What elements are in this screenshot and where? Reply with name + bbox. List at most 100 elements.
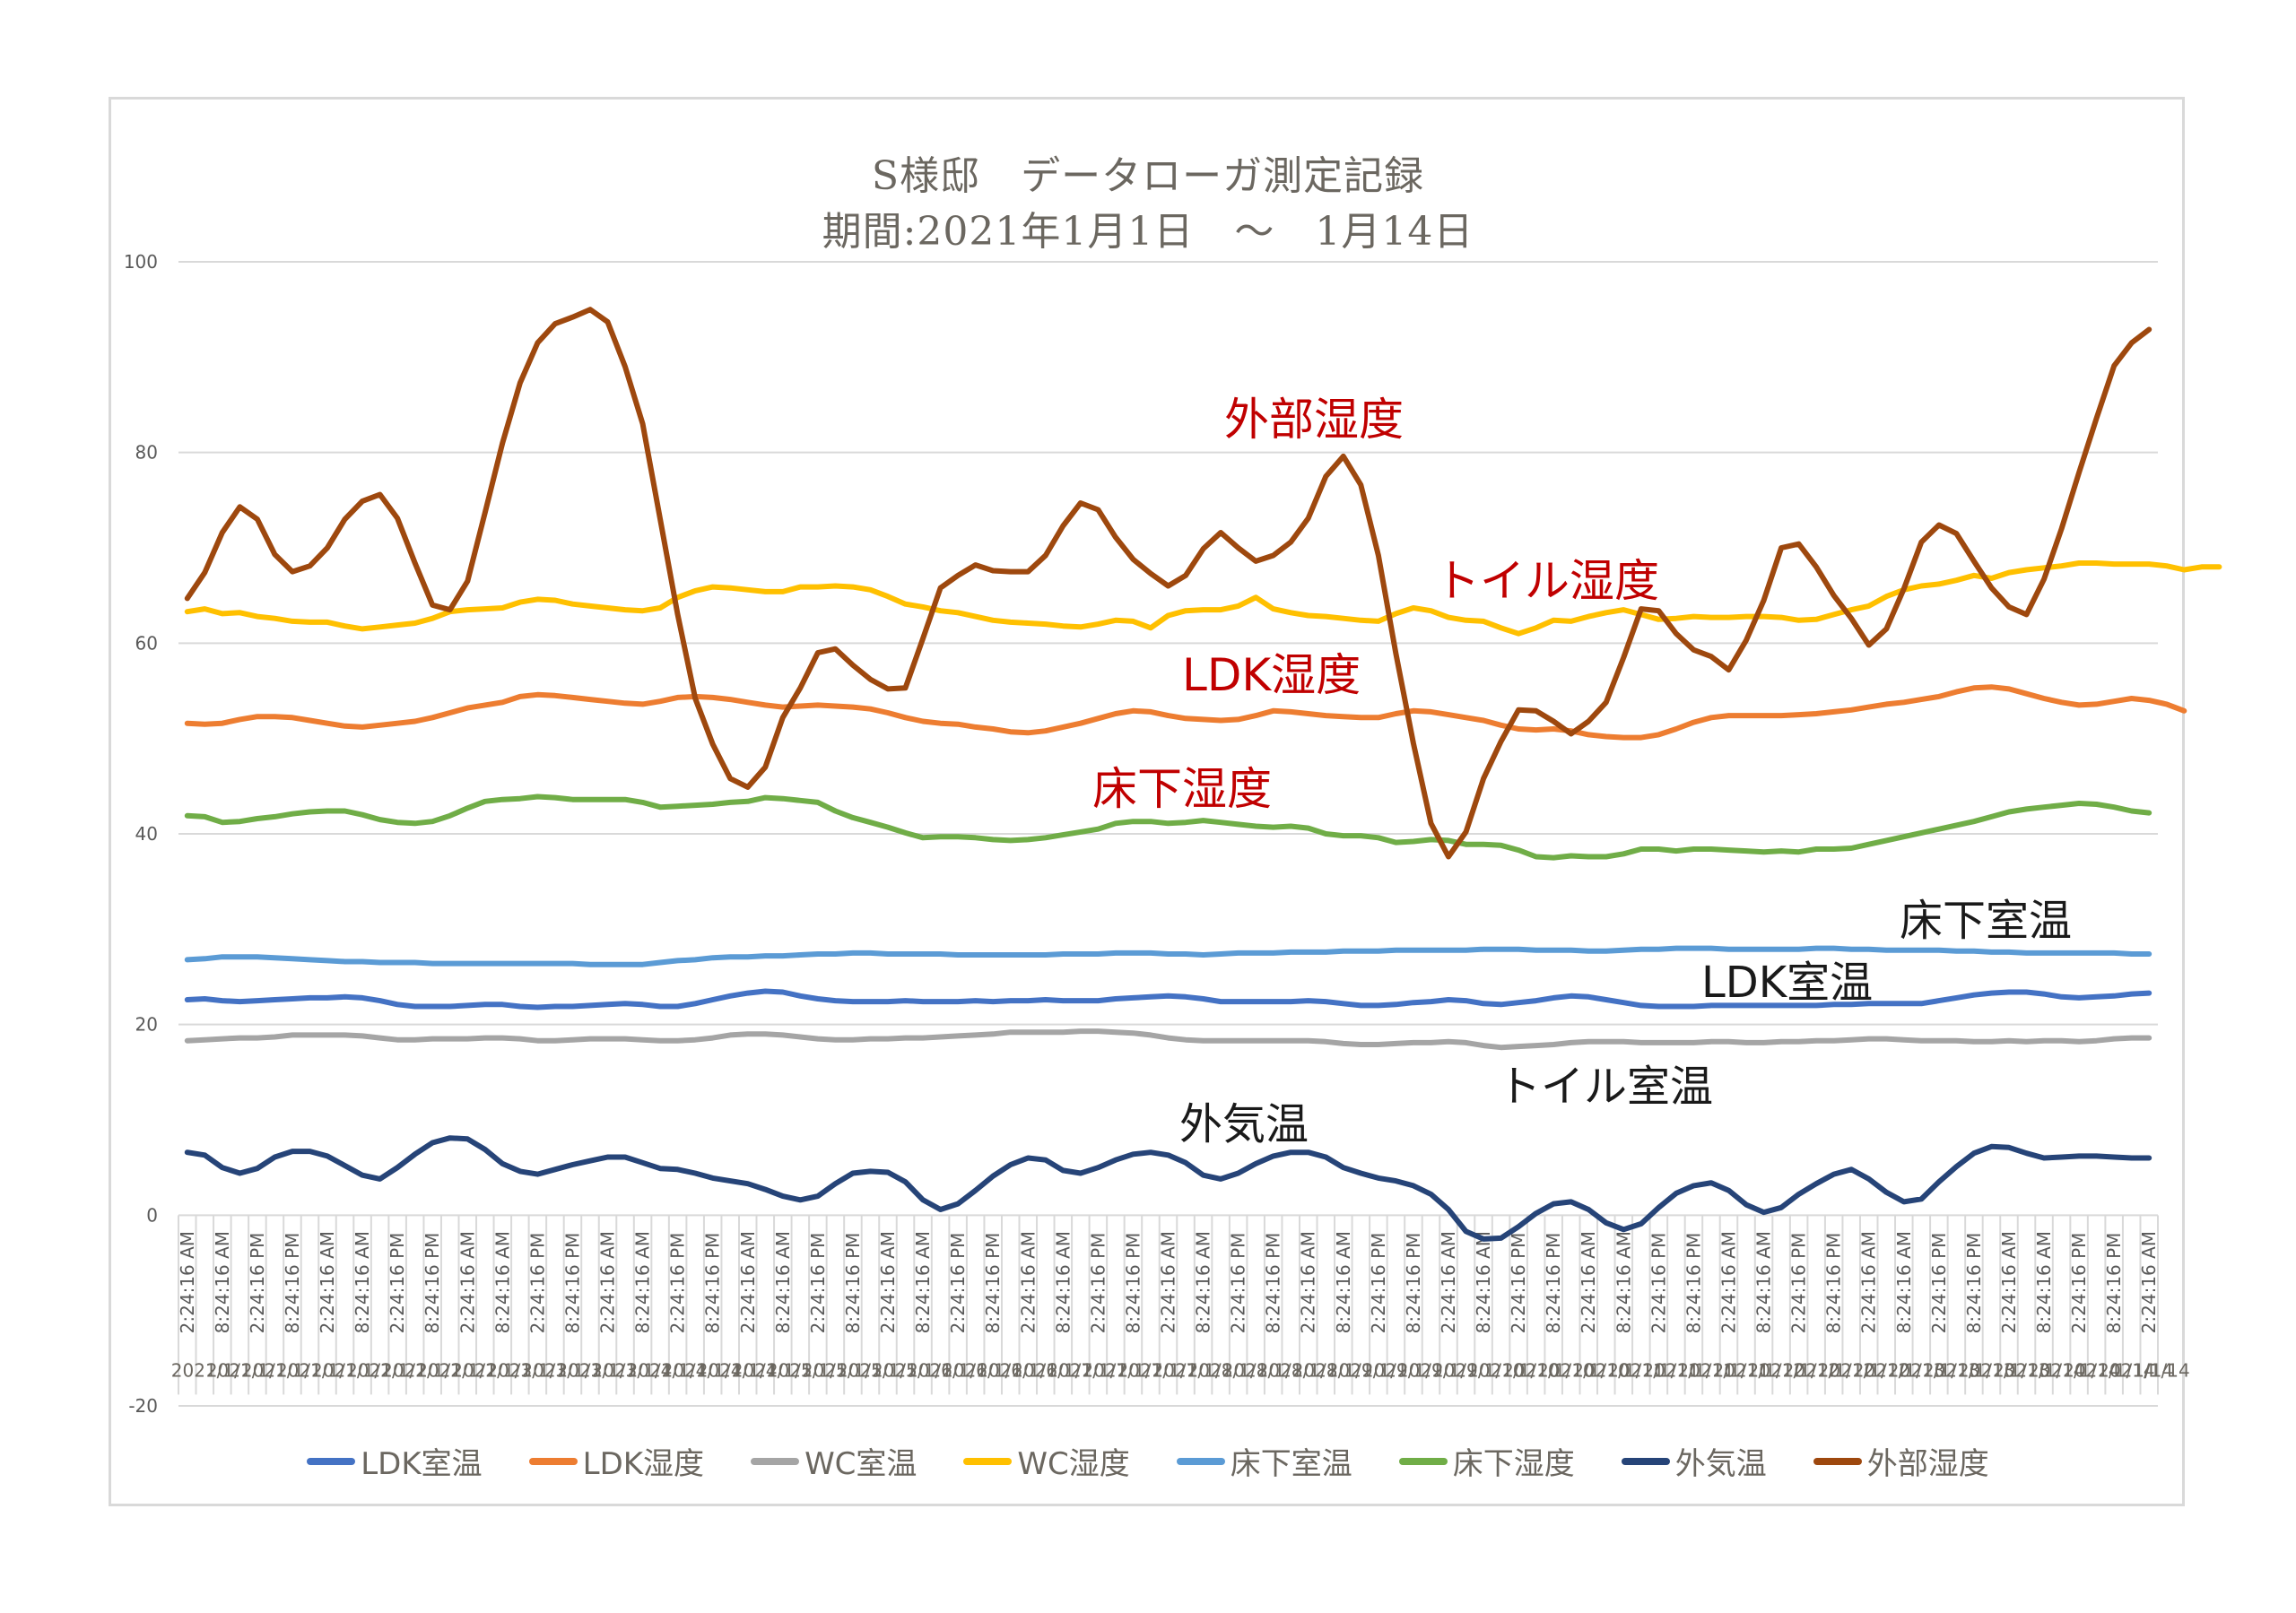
- x-tick-label-time: 2:24:16 AM: [1298, 1231, 1319, 1333]
- x-tick-label-time: 2:24:16 PM: [1228, 1233, 1249, 1334]
- x-tick-label-time: 8:24:16 PM: [1823, 1233, 1845, 1334]
- x-tick-label-date: 2021/1/7: [1082, 1359, 1162, 1381]
- x-tick-label-time: 8:24:16 AM: [212, 1231, 233, 1333]
- series-line-2: [184, 1028, 2152, 1051]
- x-tick-label-time: 8:24:16 AM: [1613, 1231, 1634, 1333]
- y-tick-label: 20: [135, 1014, 158, 1036]
- x-tick-label-time: 8:24:16 PM: [1543, 1233, 1564, 1334]
- x-tick-label-time: 2:24:16 AM: [177, 1231, 198, 1333]
- x-tick-label-date: 2021/1/4: [697, 1359, 778, 1381]
- x-tick-label-date: 2021/1/4: [662, 1359, 743, 1381]
- chart-frame: [109, 97, 2185, 1506]
- x-tick-label-time: 8:24:16 PM: [1683, 1233, 1704, 1334]
- x-tick-label-time: 2:24:16 PM: [1928, 1233, 1950, 1334]
- legend-item-ldk-humidity[interactable]: LDK湿度: [528, 1439, 705, 1483]
- annotation-toilet-humidity: トイル湿度: [1435, 555, 1659, 607]
- x-tick-label-time: 8:24:16 PM: [702, 1233, 724, 1334]
- annotation-outdoor-humidity: 外部湿度: [1224, 394, 1404, 446]
- x-tick-label-date: 2021/1/8: [1187, 1359, 1268, 1381]
- x-tick-label-time: 2:24:16 PM: [807, 1233, 829, 1334]
- x-tick-label-date: 2021/1/9: [1327, 1359, 1408, 1381]
- legend-swatch: [1398, 1457, 1448, 1465]
- x-tick-label-time: 8:24:16 PM: [1122, 1233, 1144, 1334]
- x-tick-label-date: 2021/1/8: [1257, 1359, 1338, 1381]
- x-tick-label-time: 2:24:16 AM: [2138, 1231, 2160, 1333]
- legend-item-outdoor-temp[interactable]: 外気温: [1621, 1439, 1767, 1483]
- x-tick-label-date: 1/14: [2133, 1359, 2173, 1381]
- x-tick-label-date: 2021/1/14: [2028, 1359, 2120, 1381]
- x-tick-label-date: 2021/1/4: [592, 1359, 673, 1381]
- annotation-ldk-temp: LDK室温: [1701, 958, 1873, 1008]
- x-tick-label-date: 2021/1/12: [1712, 1359, 1805, 1381]
- legend-swatch: [963, 1457, 1013, 1465]
- x-tick-label-time: 2:24:16 PM: [1508, 1233, 1529, 1334]
- legend-item-ldk-temp[interactable]: LDK室温: [307, 1439, 483, 1483]
- y-tick-label: 60: [135, 632, 158, 654]
- legend-label: WC湿度: [1017, 1446, 1130, 1482]
- x-tick-label-time: 2:24:16 PM: [1648, 1233, 1669, 1334]
- annotation-outdoor-temp: 外気温: [1179, 1099, 1309, 1149]
- x-tick-label-date: 2021/1/9: [1362, 1359, 1443, 1381]
- legend-label: 外部湿度: [1866, 1446, 1989, 1482]
- x-tick-label-date: 2021/1/7: [1012, 1359, 1092, 1381]
- x-tick-label-time: 8:24:16 PM: [982, 1233, 1004, 1334]
- legend-item-wc-humidity[interactable]: WC湿度: [963, 1439, 1130, 1483]
- x-tick-label-date: 2021/1/2: [346, 1359, 427, 1381]
- x-tick-label-date: 2021/1/13: [1888, 1359, 1980, 1381]
- x-tick-label-date: 2021/1/10: [1502, 1359, 1595, 1381]
- x-tick-label-time: 8:24:16 AM: [2033, 1231, 2055, 1333]
- y-tick-label: -20: [128, 1395, 158, 1417]
- annotations: 外部湿度 トイル湿度 LDK湿度 床下湿度 床下室温 LDK室温 トイル室温 外…: [1092, 394, 2072, 1149]
- x-axis-category-ticks: [178, 1215, 2159, 1395]
- x-tick-label-date: 2021/1/1: [206, 1359, 287, 1381]
- x-tick-label-date: 2021/1/6: [872, 1359, 952, 1381]
- x-tick-label-date: 2021/1/9: [1397, 1359, 1478, 1381]
- x-tick-label-time: 2:24:16 AM: [737, 1231, 759, 1333]
- legend: LDK室温 LDK湿度 WC室温 WC湿度 床下室温 床下湿度 外気温 外部湿度: [0, 1439, 2296, 1483]
- x-tick-label-date: 2021/1/2: [311, 1359, 392, 1381]
- x-tick-label-time: 2:24:16 PM: [667, 1233, 689, 1334]
- x-tick-label-date: 2021/1/2: [416, 1359, 497, 1381]
- legend-swatch: [307, 1457, 356, 1465]
- legend-label: LDK湿度: [582, 1446, 705, 1482]
- annotation-toilet-temp: トイル室温: [1498, 1062, 1713, 1112]
- y-axis-tick-labels: 100 80 60 40 20 0 -20: [124, 251, 158, 1417]
- x-axis-tick-labels: 2:24:16 AM 2021/1/1 8:24:16 AM 2021/1/1 2:24…: [171, 1231, 2190, 1381]
- x-tick-label-date: 2021/1/3: [451, 1359, 532, 1381]
- x-tick-label-time: 2:24:16 AM: [317, 1231, 338, 1333]
- x-tick-label-date: 2021/1/10: [1467, 1359, 1560, 1381]
- legend-item-underfloor-temp[interactable]: 床下室温: [1176, 1439, 1352, 1483]
- series-line-1: [184, 684, 2187, 741]
- annotation-underfloor-temp: 床下室温: [1900, 896, 2072, 946]
- x-tick-label-date: 2021/1/13: [1958, 1359, 2050, 1381]
- x-tick-label-date: 2021/1/6: [942, 1359, 1022, 1381]
- legend-item-outdoor-humidity[interactable]: 外部湿度: [1813, 1439, 1989, 1483]
- x-tick-label-date: 2021/1/13: [1923, 1359, 2015, 1381]
- legend-label: WC室温: [804, 1446, 918, 1482]
- y-tick-label: 0: [146, 1204, 158, 1226]
- x-tick-label-time: 8:24:16 AM: [1052, 1231, 1074, 1333]
- x-tick-label-time: 8:24:16 AM: [632, 1231, 654, 1333]
- legend-item-underfloor-humidity[interactable]: 床下湿度: [1398, 1439, 1575, 1483]
- x-tick-label-time: 8:24:16 PM: [842, 1233, 864, 1334]
- x-tick-label-date: 2021/1/13: [1853, 1359, 1945, 1381]
- x-tick-label-time: 2:24:16 AM: [597, 1231, 619, 1333]
- series-line-7: [184, 307, 2152, 860]
- x-tick-label-date: 2021/1/10: [1432, 1359, 1525, 1381]
- series-line-3: [184, 560, 2222, 637]
- x-tick-label-date: 2021/1/3: [486, 1359, 567, 1381]
- chart-subtitle: 期間:2021年1月1日 ～ 1月14日: [822, 209, 1474, 255]
- x-tick-label-date: 2021/1/1: [241, 1359, 322, 1381]
- legend-item-wc-temp[interactable]: WC室温: [751, 1439, 917, 1483]
- x-tick-label-time: 2:24:16 AM: [1017, 1231, 1039, 1333]
- x-tick-label-date: 2021/1/11: [1572, 1359, 1665, 1381]
- x-tick-label-time: 8:24:16 AM: [1333, 1231, 1354, 1333]
- legend-swatch: [528, 1457, 578, 1465]
- x-tick-label-date: 2021/1/7: [1047, 1359, 1127, 1381]
- x-tick-label-date: 2021/1/8: [1152, 1359, 1233, 1381]
- x-tick-label-date: 2021/1/11: [1642, 1359, 1735, 1381]
- x-tick-label-time: 8:24:16 AM: [1753, 1231, 1775, 1333]
- legend-swatch: [1621, 1457, 1670, 1465]
- x-tick-label-date: 2021/1/3: [521, 1359, 602, 1381]
